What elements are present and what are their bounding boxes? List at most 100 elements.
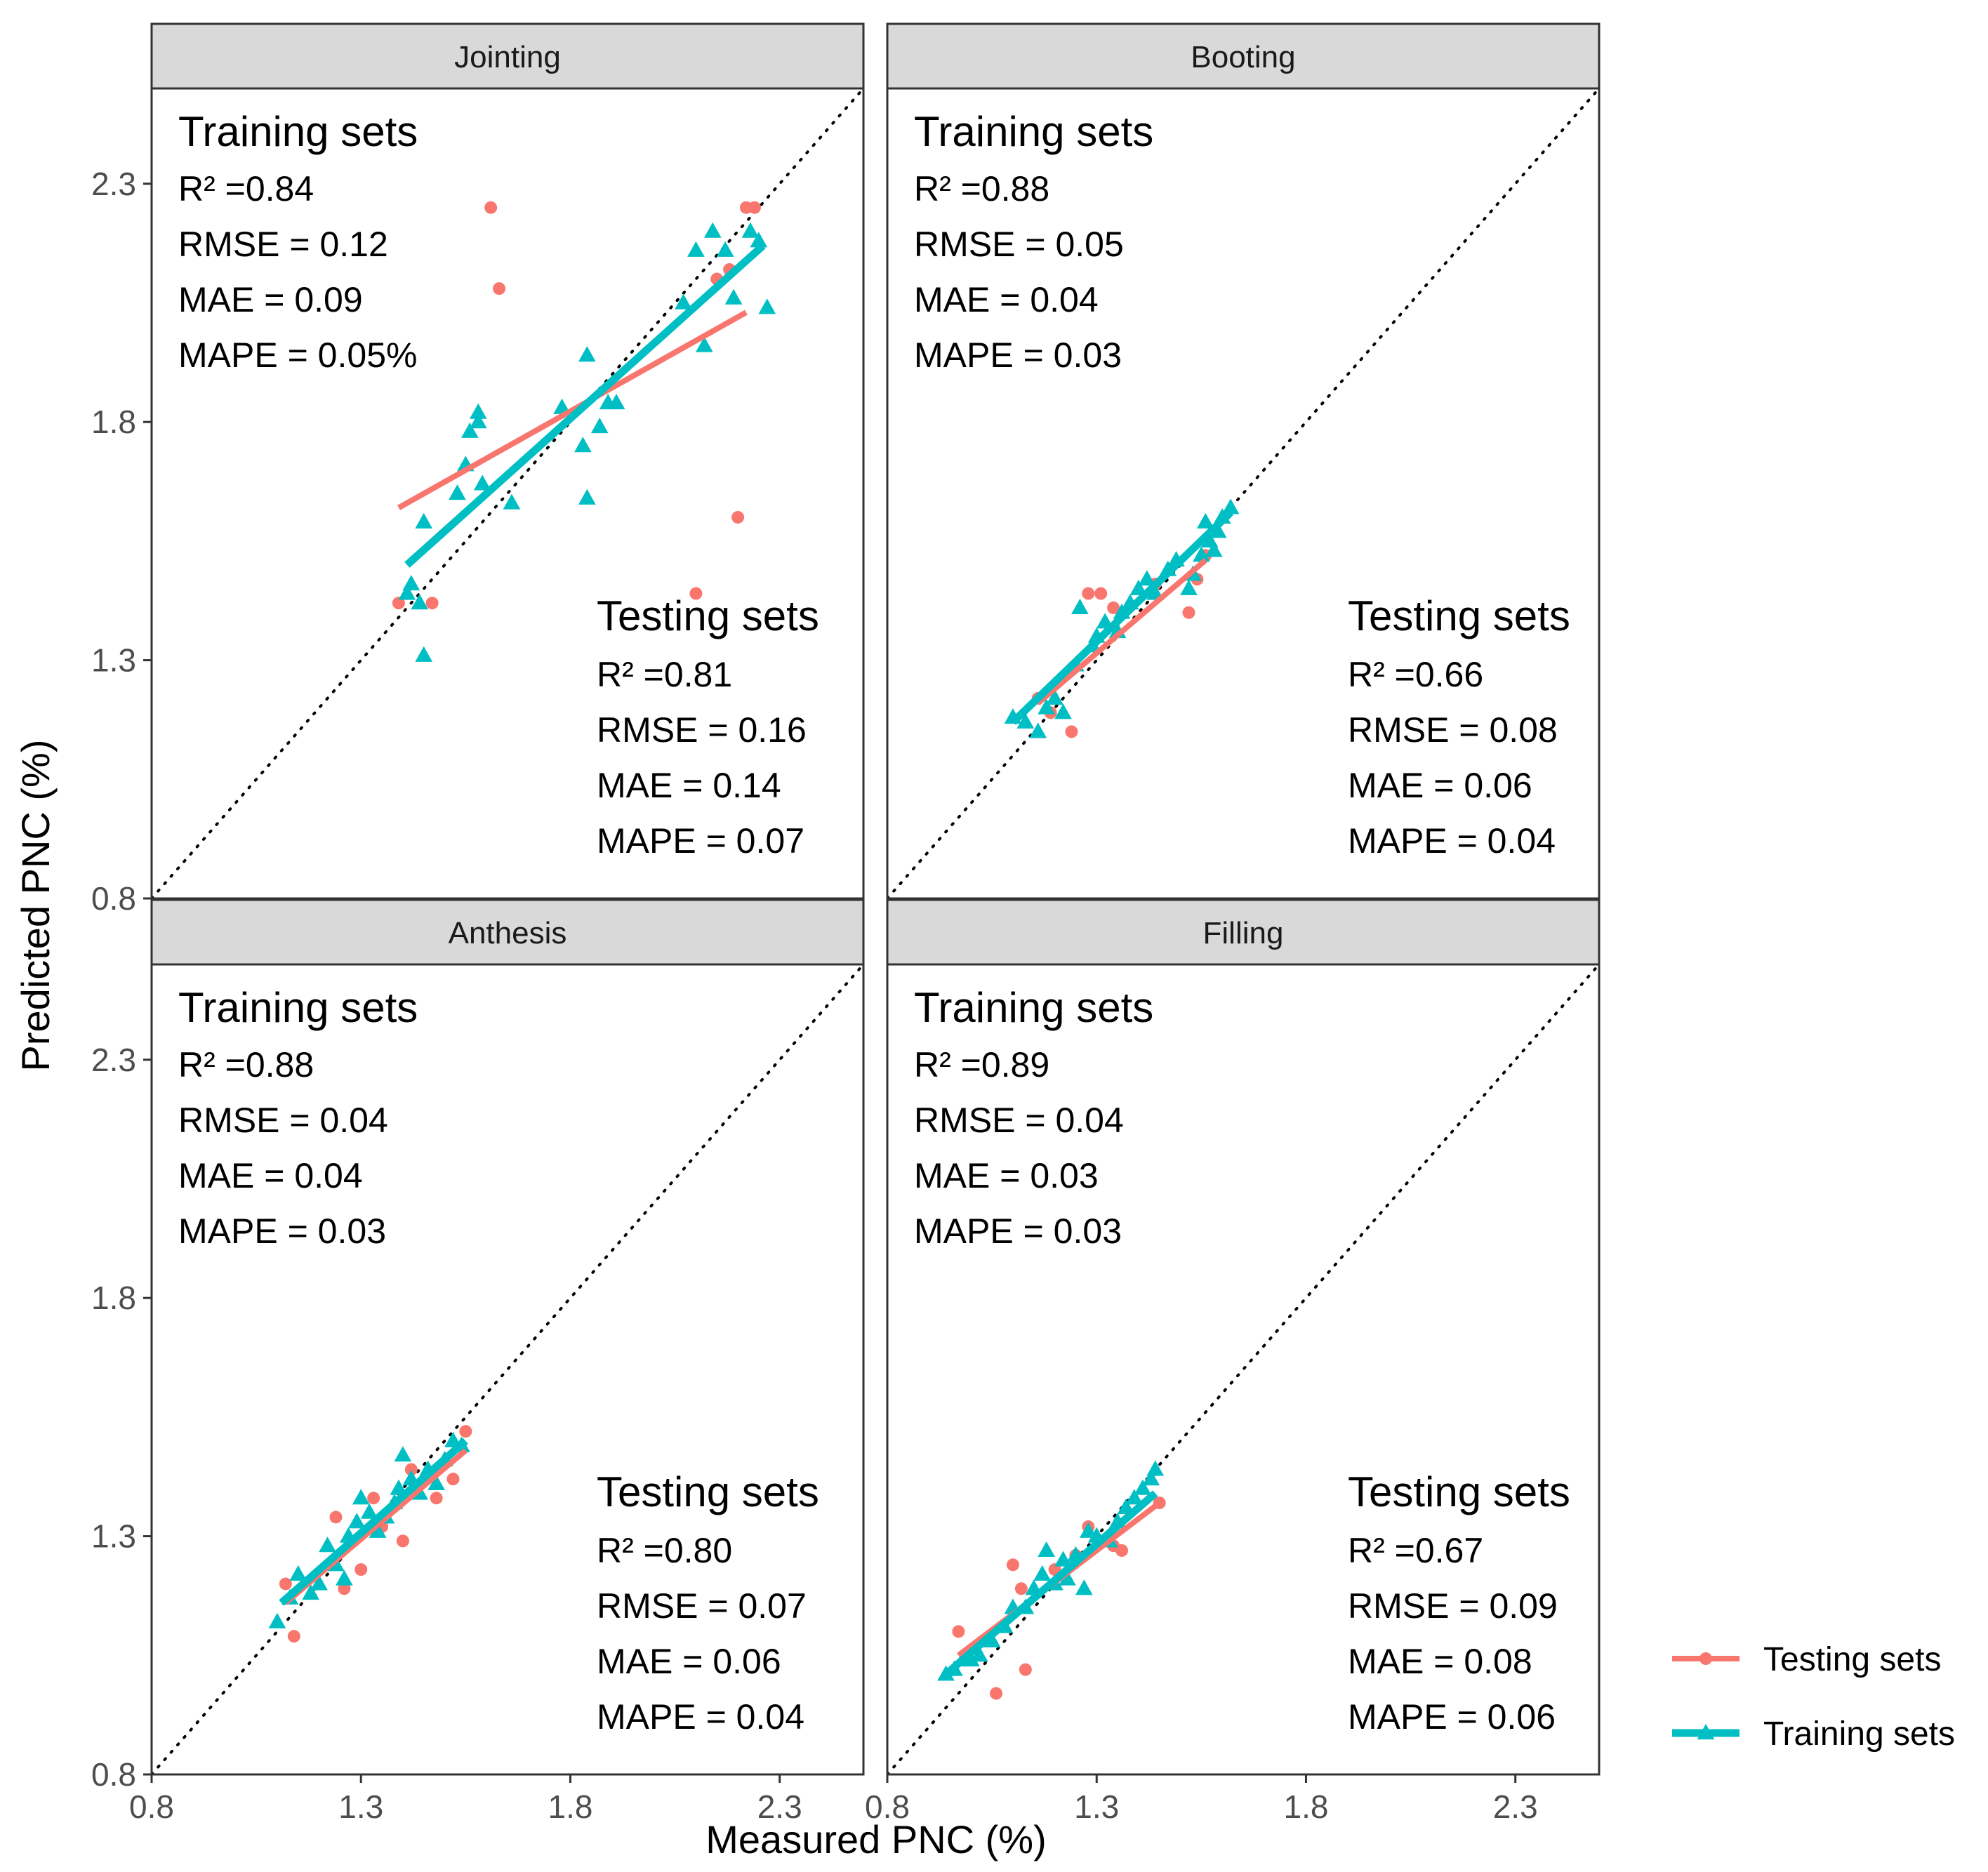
strip-label-anthesis: Anthesis	[449, 916, 567, 950]
x-axis-title: Measured PNC (%)	[705, 1817, 1046, 1861]
point-training-sets	[1038, 698, 1056, 715]
panel-anthesis: Anthesis Training sets R² =0.88 RMSE = 0.04…	[91, 898, 865, 1825]
point-training-sets	[503, 493, 521, 510]
point-testing-sets	[367, 1492, 380, 1505]
testing-stats-filling: Testing sets R² =0.67 RMSE = 0.09 MAE = 0.0…	[1348, 1468, 1570, 1737]
testing-stats-booting: Testing sets R² =0.66 RMSE = 0.08 MAE = 0.0…	[1348, 592, 1570, 861]
point-testing-sets	[287, 1630, 300, 1643]
legend-label-testing-sets: Testing sets	[1763, 1641, 1941, 1678]
strip-jointing	[150, 22, 865, 90]
strip-label-booting: Booting	[1191, 40, 1295, 74]
point-training-sets	[553, 398, 571, 414]
panel-jointing: Jointing Training sets R² =0.84 RMSE = 0.12…	[91, 22, 865, 917]
point-training-sets	[1196, 512, 1214, 529]
panel-booting: Booting Training sets R² =0.88 RMSE = 0.05 M…	[886, 22, 1601, 900]
point-testing-sets	[1107, 601, 1120, 614]
y-tick-label: 1.8	[91, 404, 136, 440]
point-training-sets	[1180, 579, 1198, 595]
point-testing-sets	[731, 510, 745, 524]
testing-stats-line: MAE = 0.08	[1348, 1642, 1532, 1681]
y-tick-label: 2.3	[91, 166, 136, 202]
y-tick-label: 1.8	[91, 1280, 136, 1316]
testing-stats-line: RMSE = 0.08	[1348, 710, 1558, 750]
point-training-sets	[428, 1474, 445, 1491]
point-testing-sets	[748, 201, 761, 214]
point-testing-sets	[1094, 587, 1108, 600]
point-training-sets	[1071, 598, 1089, 615]
point-training-sets	[741, 222, 760, 238]
point-testing-sets	[1115, 1544, 1129, 1557]
point-testing-sets	[396, 1534, 409, 1548]
facet-panels: Jointing Training sets R² =0.84 RMSE = 0.12…	[91, 22, 1601, 1825]
point-training-sets	[695, 336, 713, 352]
testing-stats-line: MAE = 0.06	[597, 1642, 781, 1681]
plot-area-filling	[887, 964, 1599, 1774]
training-stats-heading: Training sets	[914, 984, 1153, 1031]
plot-area-booting	[887, 88, 1599, 898]
point-training-sets	[360, 1503, 378, 1519]
point-training-sets	[1142, 1470, 1160, 1486]
training-stats-line: MAPE = 0.03	[914, 336, 1122, 375]
point-testing-sets	[1065, 725, 1078, 738]
x-tick-label: 1.3	[1074, 1788, 1119, 1825]
legend-key-marker-training-sets	[1697, 1724, 1715, 1740]
training-stats-line: R² =0.89	[914, 1045, 1049, 1084]
point-training-sets	[310, 1574, 328, 1591]
point-training-sets	[473, 474, 491, 491]
point-training-sets	[970, 1646, 988, 1662]
y-tick-label: 0.8	[91, 880, 136, 917]
fit-line-training-sets	[1010, 510, 1233, 725]
panel-filling: Filling Training sets R² =0.89 RMSE = 0.04 M…	[865, 898, 1601, 1825]
legend: Testing sets Training sets	[1672, 1641, 1955, 1753]
training-stats-line: MAPE = 0.03	[178, 1212, 386, 1251]
training-stats-line: R² =0.84	[178, 169, 314, 208]
one-to-one-line	[887, 88, 1599, 898]
point-testing-sets	[279, 1577, 292, 1591]
training-stats-line: RMSE = 0.04	[178, 1101, 388, 1140]
point-training-sets	[415, 512, 433, 529]
one-to-one-line	[152, 88, 863, 898]
point-training-sets	[983, 1631, 1001, 1648]
testing-stats-line: R² =0.80	[597, 1531, 732, 1570]
legend-key-marker-testing-sets	[1699, 1652, 1712, 1665]
training-stats-line: MAPE = 0.03	[914, 1212, 1122, 1251]
testing-stats-line: MAPE = 0.04	[597, 1697, 804, 1737]
training-stats-booting: Training sets R² =0.88 RMSE = 0.05 MAE = 0.…	[914, 108, 1153, 375]
point-testing-sets	[329, 1511, 343, 1524]
point-training-sets	[1134, 1479, 1152, 1495]
testing-stats-line: R² =0.67	[1348, 1531, 1483, 1570]
point-training-sets	[1079, 1522, 1097, 1538]
point-training-sets	[724, 288, 743, 305]
point-testing-sets	[1019, 1663, 1032, 1676]
training-stats-heading: Training sets	[178, 108, 418, 155]
point-training-sets	[347, 1513, 366, 1529]
point-training-sets	[369, 1522, 387, 1538]
point-training-sets	[289, 1565, 307, 1581]
training-stats-line: MAE = 0.04	[178, 1156, 363, 1195]
testing-stats-line: RMSE = 0.09	[1348, 1586, 1558, 1626]
point-training-sets	[402, 574, 420, 591]
panel-border	[886, 963, 1601, 1776]
point-training-sets	[716, 241, 734, 257]
panel-border	[150, 87, 865, 900]
point-training-sets	[687, 241, 705, 257]
point-training-sets	[1193, 546, 1210, 562]
y-tick-label: 1.3	[91, 642, 136, 679]
testing-stats-line: MAE = 0.14	[597, 766, 781, 805]
point-testing-sets	[1082, 587, 1095, 600]
point-testing-sets	[689, 587, 703, 600]
point-testing-sets	[425, 597, 439, 610]
point-testing-sets	[446, 1473, 460, 1486]
strip-label-filling: Filling	[1203, 916, 1284, 950]
testing-stats-jointing: Testing sets R² =0.81 RMSE = 0.16 MAE = 0.1…	[597, 592, 819, 861]
training-stats-filling: Training sets R² =0.89 RMSE = 0.04 MAE = 0.…	[914, 984, 1153, 1251]
training-stats-line: R² =0.88	[178, 1045, 314, 1084]
point-testing-sets	[493, 282, 506, 296]
point-training-sets	[1221, 498, 1240, 515]
point-training-sets	[1046, 689, 1063, 705]
plot-area-anthesis	[152, 964, 863, 1774]
point-training-sets	[750, 232, 768, 248]
point-training-sets	[590, 417, 609, 434]
point-training-sets	[1038, 1541, 1056, 1558]
testing-stats-line: R² =0.66	[1348, 655, 1483, 694]
